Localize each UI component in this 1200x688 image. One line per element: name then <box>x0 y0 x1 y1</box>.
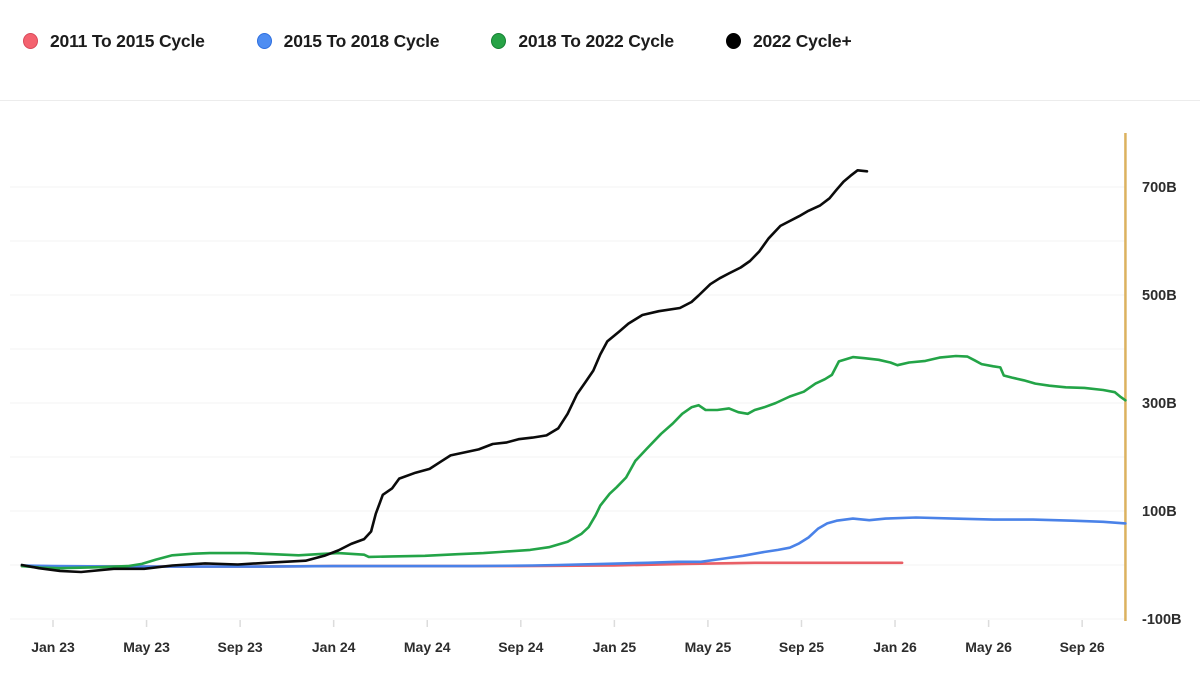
x-axis-label: Jan 24 <box>312 639 356 655</box>
legend-dot-blue <box>256 33 272 49</box>
legend-item-2011-2015[interactable]: 2011 To 2015 Cycle <box>23 31 205 52</box>
series-line-2018-to-2022-cycle <box>20 354 1127 570</box>
legend-item-2015-2018[interactable]: 2015 To 2018 Cycle <box>256 30 440 52</box>
x-axis-label: Sep 23 <box>218 639 263 655</box>
legend-label: 2011 To 2015 Cycle <box>50 30 205 51</box>
chart-area: Jan 23 May 23 Sep 23 Jan 24 May 24 Sep 24 Jan … <box>0 100 1200 688</box>
x-axis-label: Sep 26 <box>1060 639 1105 655</box>
x-axis-label: Sep 25 <box>779 639 824 655</box>
x-axis-label: May 25 <box>685 639 732 655</box>
legend-dot-green <box>491 33 507 49</box>
legend-label: 2018 To 2022 Cycle <box>518 30 674 51</box>
x-axis-label: May 24 <box>404 639 451 655</box>
legend-dot-red <box>23 33 38 49</box>
y-axis-label: -100B <box>1142 612 1182 628</box>
y-axis-label: 300B <box>1142 396 1177 412</box>
legend: 2011 To 2015 Cycle 2015 To 2018 Cycle 20… <box>0 0 852 82</box>
legend-item-2018-2022[interactable]: 2018 To 2022 Cycle <box>491 31 674 52</box>
x-axis-label: Jan 23 <box>31 639 75 655</box>
series-line-2015-to-2018-cycle <box>20 516 1127 568</box>
y-axis-label: 700B <box>1142 180 1177 196</box>
x-axis-label: May 26 <box>965 639 1012 655</box>
plot-svg: Jan 23 May 23 Sep 23 Jan 24 May 24 Sep 24 Jan … <box>10 133 1182 655</box>
legend-label: 2022 Cycle+ <box>752 30 852 51</box>
legend-label: 2015 To 2018 Cycle <box>283 30 440 51</box>
y-axis-label: 100B <box>1142 504 1177 520</box>
y-axis-label: 500B <box>1142 288 1177 304</box>
x-axis-label: Sep 24 <box>498 639 543 655</box>
x-axis-label: Jan 25 <box>593 639 637 655</box>
x-axis-label: Jan 26 <box>873 639 917 655</box>
header-divider <box>0 100 1200 101</box>
legend-item-2022-plus[interactable]: 2022 Cycle+ <box>725 30 852 52</box>
x-axis-label: May 23 <box>123 639 170 655</box>
legend-dot-black <box>725 33 741 49</box>
series-line-2022-cycle- <box>20 169 869 574</box>
